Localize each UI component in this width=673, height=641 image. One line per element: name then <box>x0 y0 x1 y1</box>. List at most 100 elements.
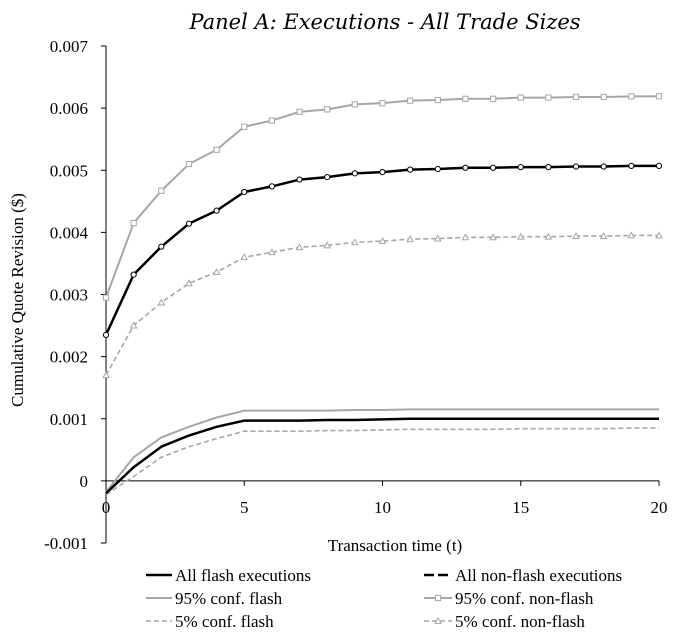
x-tick-label: 10 <box>374 498 391 517</box>
series-point <box>434 96 441 104</box>
series-point <box>378 237 387 244</box>
legend-label: 5% conf. non-flash <box>455 612 585 631</box>
legend-label: 95% conf. flash <box>175 589 283 608</box>
legend-label: 5% conf. flash <box>175 612 274 631</box>
y-tick-label: 0.004 <box>50 223 89 242</box>
legend-item: 5% conf. non-flash <box>424 612 585 631</box>
x-tick-label: 5 <box>240 498 249 517</box>
legend-marker <box>434 616 442 624</box>
series-point <box>655 231 663 239</box>
series-point <box>268 183 275 190</box>
series-point <box>544 232 553 240</box>
x-tick-label: 15 <box>512 498 529 517</box>
series-point <box>572 163 580 170</box>
legend: All flash executions All non-flash execut… <box>146 566 622 631</box>
series-point <box>324 173 331 181</box>
series-point <box>158 243 165 250</box>
series-point <box>296 176 303 183</box>
y-tick-label: 0 <box>80 472 89 491</box>
series-point <box>185 160 193 168</box>
legend-item: 95% conf. non-flash <box>424 589 594 608</box>
y-tick-label: -0.001 <box>44 534 88 553</box>
series-point <box>545 94 552 101</box>
series-point <box>268 248 276 256</box>
series-point <box>627 231 636 239</box>
series-point <box>545 164 552 171</box>
legend-item: 95% conf. flash <box>146 589 283 608</box>
series-point <box>462 164 469 171</box>
series-line <box>105 408 659 493</box>
series-point <box>462 95 469 102</box>
series-point <box>628 162 635 170</box>
legend-item: 5% conf. flash <box>146 612 274 631</box>
series-point <box>490 164 497 171</box>
series-point <box>213 207 220 214</box>
series-point <box>129 321 138 329</box>
series-line <box>105 234 659 376</box>
series-point <box>130 219 137 227</box>
legend-label: All non-flash executions <box>455 566 622 585</box>
series-point <box>295 243 304 251</box>
x-axis-ticks: 0 5 10 15 20 <box>102 480 668 517</box>
chart-title: Panel A: Executions - All Trade Sizes <box>188 10 580 34</box>
legend-label: 95% conf. non-flash <box>455 589 594 608</box>
y-axis-ticks: -0.001 0 0.001 0.002 0.003 0.004 0.005 0.006 0.0… <box>44 37 106 553</box>
series-4 <box>105 427 659 496</box>
legend-item: All non-flash executions <box>424 566 622 585</box>
series-point <box>600 163 607 170</box>
series-point <box>600 93 607 101</box>
series-line <box>105 417 659 495</box>
series-point <box>407 166 414 173</box>
legend-item: All flash executions <box>146 566 311 585</box>
series-layer <box>102 93 663 496</box>
series-point <box>240 253 249 261</box>
series-point <box>130 271 137 278</box>
series-point <box>102 294 110 301</box>
x-tick-label: 20 <box>651 498 668 517</box>
series-point <box>655 162 663 170</box>
series-point <box>655 93 663 100</box>
series-point <box>158 187 165 194</box>
series-point <box>490 95 497 102</box>
series-point <box>407 97 414 104</box>
series-line <box>104 164 659 336</box>
series-point <box>324 106 331 113</box>
series-point <box>516 232 525 240</box>
series-point <box>213 146 220 153</box>
series-point <box>379 169 386 176</box>
series-point <box>296 108 303 115</box>
series-3 <box>102 93 663 301</box>
x-axis-label: Transaction time (t) <box>328 536 462 555</box>
series-point <box>185 279 193 287</box>
y-tick-label: 0.001 <box>50 410 88 429</box>
y-tick-label: 0.007 <box>50 37 89 56</box>
series-point <box>379 100 386 107</box>
series-point <box>434 165 441 173</box>
legend-marker <box>434 594 442 602</box>
series-point <box>157 298 166 306</box>
series-line <box>105 95 659 298</box>
series-1 <box>102 162 663 338</box>
series-point <box>351 238 359 246</box>
series-point <box>102 371 110 379</box>
series-point <box>628 93 635 100</box>
y-tick-label: 0.005 <box>50 161 88 180</box>
series-point <box>351 101 358 108</box>
y-tick-label: 0.003 <box>50 286 88 305</box>
series-5 <box>102 231 663 379</box>
series-point <box>517 94 524 101</box>
series-point <box>185 220 193 227</box>
series-point <box>572 232 580 240</box>
y-tick-label: 0.002 <box>50 348 88 367</box>
series-point <box>102 331 110 338</box>
series-point <box>406 235 414 243</box>
series-point <box>572 93 580 101</box>
series-point <box>599 232 608 240</box>
series-point <box>433 234 442 242</box>
y-axis-label: Cumulative Quote Revision ($) <box>8 193 27 407</box>
series-point <box>461 233 470 241</box>
series-point <box>517 164 524 171</box>
series-2 <box>105 408 659 493</box>
series-point <box>323 241 332 249</box>
series-0 <box>105 417 659 495</box>
